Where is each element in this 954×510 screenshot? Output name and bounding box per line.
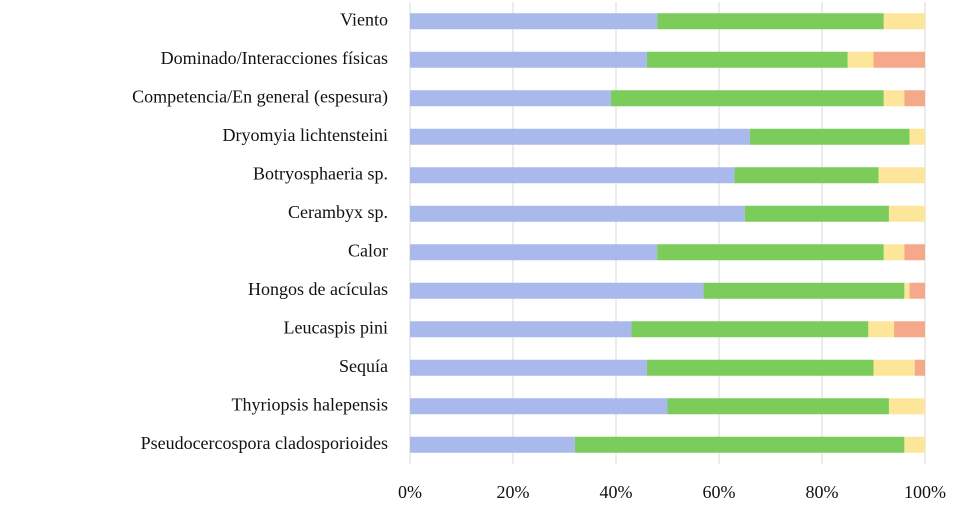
bar-segment xyxy=(883,13,925,30)
bar-segment xyxy=(646,51,848,68)
y-tick-label: Dryomyia lichtensteini xyxy=(223,125,388,145)
bar-segment xyxy=(610,90,884,107)
bar-segment xyxy=(410,436,575,453)
bar-segment xyxy=(734,167,879,184)
bar-segment xyxy=(749,128,910,145)
y-tick-label: Pseudocercospora cladosporioides xyxy=(141,433,388,453)
bar-segment xyxy=(410,244,658,261)
y-tick-label: Leucaspis pini xyxy=(284,317,388,337)
bar-segment xyxy=(410,13,658,30)
bar-segment xyxy=(410,90,611,107)
bar-segment xyxy=(894,321,925,338)
x-tick-label: 80% xyxy=(806,482,839,502)
y-tick-label: Botryosphaeria sp. xyxy=(253,163,388,183)
bar-segment xyxy=(888,398,925,415)
bar-segment xyxy=(744,205,889,222)
bar-segment xyxy=(410,128,750,145)
x-tick-label: 100% xyxy=(904,482,946,502)
y-tick-label: Calor xyxy=(348,240,388,260)
bar-segment xyxy=(410,51,647,68)
y-tick-label: Thyriopsis halepensis xyxy=(232,394,388,414)
y-tick-label: Viento xyxy=(340,9,388,29)
bar-segment xyxy=(904,90,925,107)
y-tick-label: Competencia/En general (espesura) xyxy=(132,86,388,107)
bar-segment xyxy=(883,90,905,107)
bar-segment xyxy=(410,398,668,415)
y-tick-label: Sequía xyxy=(339,356,388,376)
bar-segment xyxy=(904,244,925,261)
bar-segment xyxy=(914,359,925,376)
y-tick-label: Cerambyx sp. xyxy=(288,202,388,222)
bar-segment xyxy=(873,51,925,68)
bar-segment xyxy=(631,321,869,338)
bar-segment xyxy=(410,359,647,376)
bar-segment xyxy=(703,282,905,299)
bar-segment xyxy=(410,282,704,299)
x-tick-label: 60% xyxy=(703,482,736,502)
x-tick-label: 20% xyxy=(497,482,530,502)
bar-segment xyxy=(657,244,884,261)
bar-segment xyxy=(646,359,874,376)
bar-segment xyxy=(878,167,925,184)
bar-segment xyxy=(410,167,735,184)
bar-segment xyxy=(410,205,745,222)
bar-segment xyxy=(847,51,874,68)
bar-segment xyxy=(410,321,632,338)
bar-segment xyxy=(657,13,884,30)
bar-segment xyxy=(873,359,915,376)
bar-segment xyxy=(883,244,905,261)
x-tick-label: 40% xyxy=(600,482,633,502)
bar-segment xyxy=(909,282,925,299)
x-tick-label: 0% xyxy=(398,482,422,502)
y-tick-label: Dominado/Interacciones físicas xyxy=(161,48,388,68)
bar-segment xyxy=(868,321,895,338)
bar-segment xyxy=(904,436,925,453)
bar-segment xyxy=(574,436,905,453)
bar-segment xyxy=(667,398,889,415)
y-tick-label: Hongos de acículas xyxy=(248,279,388,299)
bar-segment xyxy=(909,128,925,145)
bar-segment xyxy=(904,282,910,299)
bar-segment xyxy=(888,205,925,222)
